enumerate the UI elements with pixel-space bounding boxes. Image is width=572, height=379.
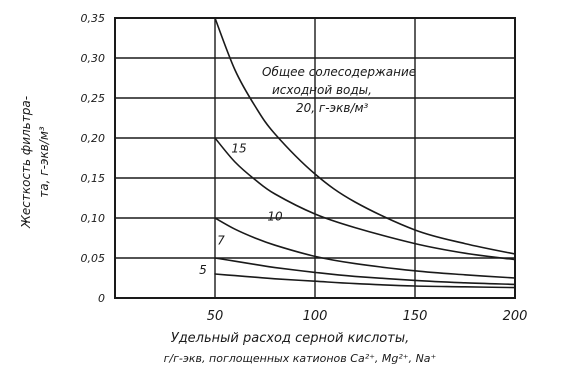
grid-lines xyxy=(114,17,516,299)
x-tick-label: 100 xyxy=(303,309,328,324)
series-label-5: 5 xyxy=(199,263,207,277)
series-label-10: 10 xyxy=(267,209,283,223)
annotation-line-2: исходной воды, xyxy=(272,83,372,97)
annotation-line-3: 20, г-экв/м³ xyxy=(296,101,369,115)
x-axis-title-line-2: г/г-экв, поглощенных катионов Ca²⁺, Mg²⁺… xyxy=(164,352,437,365)
y-tick-label: 0,10 xyxy=(81,212,106,225)
y-tick-label: 0,35 xyxy=(81,12,106,25)
y-axis-title-line-1: Жесткость фильтра- xyxy=(19,96,33,229)
x-axis-title-line-1: Удельный расход серной кислоты, xyxy=(171,331,409,346)
y-axis-title: Жесткость фильтра- та, г-экв/м³ xyxy=(19,96,51,229)
y-axis-title-line-2: та, г-экв/м³ xyxy=(37,126,51,198)
series-labels: 15 10 7 5 xyxy=(199,141,283,277)
y-tick-label: 0,25 xyxy=(81,92,106,105)
tick-labels: 0 0,05 0,10 0,15 0,20 0,25 0,30 0,35 50 100 150 200 xyxy=(81,12,528,324)
x-tick-label: 200 xyxy=(503,309,528,324)
x-axis-title: Удельный расход серной кислоты, г/г-экв,… xyxy=(164,331,437,365)
series-line-5 xyxy=(214,273,516,289)
y-tick-label: 0 xyxy=(98,292,105,305)
y-tick-label: 0,15 xyxy=(81,172,106,185)
y-tick-label: 0,05 xyxy=(81,252,106,265)
y-tick-label: 0,30 xyxy=(81,52,106,65)
annotation-block: Общее солесодержание исходной воды, 20, … xyxy=(262,65,416,115)
series-line-20 xyxy=(214,17,516,255)
series-label-15: 15 xyxy=(231,141,246,155)
series-line-15 xyxy=(214,137,516,261)
series-line-10 xyxy=(214,217,516,279)
annotation-line-1: Общее солесодержание xyxy=(262,65,416,79)
series-label-7: 7 xyxy=(217,233,225,247)
x-tick-label: 50 xyxy=(207,309,224,324)
series-lines xyxy=(214,17,516,289)
y-tick-label: 0,20 xyxy=(81,132,106,145)
series-line-7 xyxy=(214,257,516,286)
x-tick-label: 150 xyxy=(403,309,428,324)
